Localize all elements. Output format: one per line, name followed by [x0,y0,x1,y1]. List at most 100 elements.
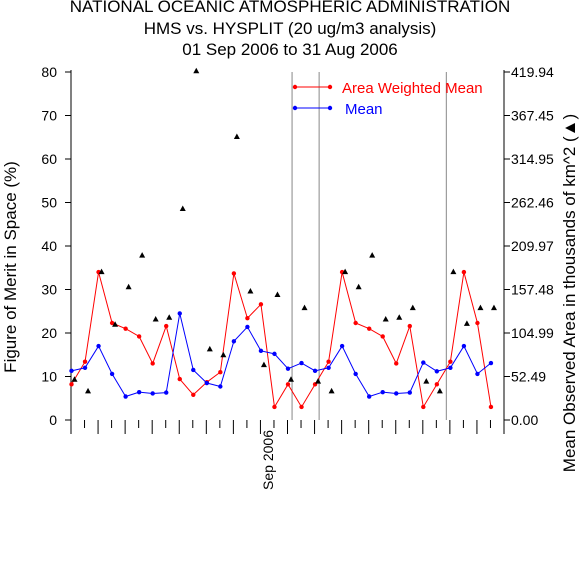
area-triangle-point [233,133,240,140]
data-point [231,339,237,344]
data-point [366,394,372,399]
area-triangle-point [301,304,308,311]
area-triangle-point [463,320,470,326]
area-triangle-point [247,288,254,294]
legend-marker [327,84,333,90]
data-point [136,389,142,395]
area-triangle-point [206,345,213,352]
chart-title-line1: NATIONAL OCEANIC ATMOSPHERIC ADMINISTRAT… [69,0,511,16]
area-triangle-point [315,378,322,384]
data-point [164,390,169,395]
data-point [136,334,142,339]
data-point [109,320,115,326]
y2-tick-label: 104.99 [511,325,554,341]
series-mean [69,311,494,399]
data-point [272,404,277,410]
data-point [96,343,101,349]
data-point [421,360,426,365]
data-point [150,391,155,396]
y2-tick-label: 314.95 [511,151,554,167]
area-triangle-point [450,268,457,275]
data-point [326,359,331,364]
legend-label: Area Weighted Mean [342,80,483,97]
data-point [245,324,250,330]
area-triangle-point [490,304,497,311]
area-triangle-point [328,387,335,394]
data-point [475,320,480,326]
data-point [448,365,453,370]
axes-layer: 0 10 20 30 40 50 60 70 80 0.00 52.49 104.99 157.48 20… [41,64,554,490]
area-triangle-point [193,67,200,74]
legend-marker [292,84,298,90]
x-tick-label: Sep 2006 [260,430,276,490]
data-point [448,359,453,364]
area-triangle-point [220,351,227,358]
y-axis-title: Figure of Merit in Space (%) [1,161,20,373]
y2-tick-label: 419.94 [511,64,554,80]
data-point [299,360,304,366]
y-tick-label: 60 [41,151,57,167]
area-triangle-point [166,314,173,320]
data-point [69,368,74,374]
chart-title-line3: 01 Sep 2006 to 31 Aug 2006 [182,40,398,59]
data-point [177,311,182,316]
y-tick-label: 80 [41,64,57,80]
area-triangle-point [423,378,430,384]
data-point [407,390,412,395]
data-point [488,404,494,410]
grid-layer [291,72,447,420]
series-layer [69,67,497,410]
y2-tick-label: 209.97 [511,238,554,254]
y-tick-label: 10 [41,369,57,385]
data-point [177,376,182,382]
data-point [434,382,440,387]
area-triangle-point [85,387,92,394]
data-point [475,371,480,377]
y-tick-label: 0 [49,412,57,428]
area-triangle-point [409,304,416,311]
data-point [461,269,467,275]
y-tick-label: 50 [41,195,57,211]
data-point [285,382,291,387]
data-point [191,392,196,397]
data-point [461,343,467,349]
data-point [82,365,88,370]
y2-tick-label: 52.49 [511,369,546,385]
data-point [488,360,494,366]
data-point [380,334,385,339]
data-point [394,391,399,396]
data-point [123,326,128,331]
y2-tick-label: 0.00 [511,412,538,428]
data-point [164,323,169,329]
y2-tick-label: 367.45 [511,107,554,123]
area-triangle-point [179,205,186,212]
series-line [71,313,492,398]
data-point [123,394,128,399]
data-point [204,380,210,386]
area-triangle-point [288,376,294,382]
area-triangle-point [125,283,132,290]
data-point [218,384,223,389]
data-point [407,323,412,329]
series-area-weighted-mean [69,269,494,410]
chart-title-line2: HMS vs. HYSPLIT (20 ug/m3 analysis) [143,19,437,38]
area-triangle-point [355,283,362,290]
data-point [380,389,385,395]
data-point [231,271,237,276]
series-mean-observed-area [71,67,497,394]
data-point [150,361,155,366]
area-triangle-point [477,304,484,311]
y-tick-label: 30 [41,282,57,298]
data-point [245,316,250,321]
data-point [285,366,291,371]
data-point [218,369,223,375]
area-triangle-point [71,376,78,382]
legend-marker [292,105,298,111]
legend: Area Weighted Mean Mean [292,80,483,118]
area-triangle-point [382,315,389,322]
data-point [353,371,358,377]
area-triangle-point [369,252,376,258]
area-triangle-point [260,361,267,368]
data-point [353,320,358,326]
data-point [312,368,318,374]
